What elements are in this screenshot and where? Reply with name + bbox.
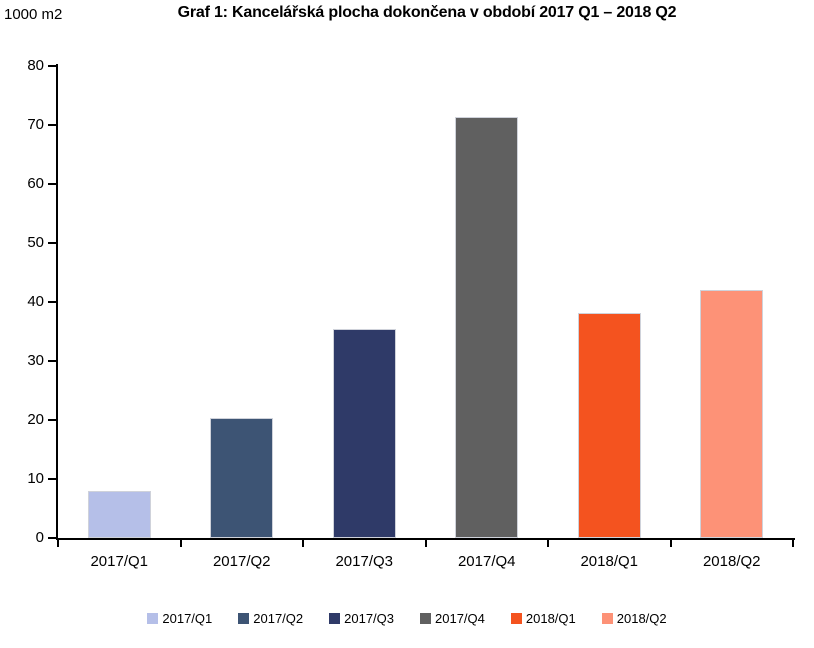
x-category-label: 2017/Q3 [335,553,394,570]
legend-item: 2018/Q2 [601,611,667,626]
x-category-label: 2017/Q4 [457,553,516,570]
x-category-label: 2018/Q2 [702,553,761,570]
y-tick-mark [48,478,56,480]
x-tick-mark [302,540,304,547]
y-tick-mark [48,124,56,126]
y-tick-mark [48,301,56,303]
bar-2017-q3 [332,328,396,538]
x-tick-mark [669,540,672,547]
y-tick-mark [48,419,56,421]
y-tick-label: 70 [27,116,44,133]
legend-swatch [329,613,341,624]
y-tick-label: 40 [27,293,44,310]
x-category-label: 2018/Q1 [580,553,639,570]
legend: 2017/Q1 2017/Q2 2017/Q3 2017/Q4 2018/Q1 2018/… [0,611,814,626]
x-tick-mark [424,540,427,547]
legend-swatch [601,613,613,624]
legend-item: 2017/Q4 [420,611,485,626]
y-tick-label: 0 [35,529,44,546]
x-tick-mark [57,540,59,547]
y-tick-mark [48,65,56,67]
bar-2017-q1 [87,490,151,538]
x-tick-mark [792,540,794,547]
y-tick-label: 50 [27,234,44,251]
legend-label: 2017/Q1 [162,611,213,626]
y-tick-mark [48,360,56,362]
legend-label: 2018/Q2 [616,611,667,626]
y-tick-label: 10 [27,470,44,487]
bar-2018-q2 [700,290,764,538]
bar-2018-q1 [577,312,641,538]
chart-title: Graf 1: Kancelářská plocha dokončena v o… [177,4,677,21]
y-axis-unit-label: 1000 m2 [4,6,63,23]
legend-swatch [420,613,431,624]
legend-item: 2018/Q1 [510,611,576,626]
y-axis-line [56,64,58,540]
legend-label: 2017/Q3 [344,611,394,626]
y-tick-label: 60 [27,175,44,192]
y-tick-mark [48,537,56,539]
legend-item: 2017/Q2 [238,611,303,626]
legend-item: 2017/Q3 [329,611,394,626]
bar-2017-q2 [210,418,274,538]
x-category-label: 2017/Q1 [90,553,149,570]
y-tick-label: 20 [27,411,44,428]
legend-label: 2017/Q4 [435,611,485,626]
y-tick-mark [48,242,56,244]
legend-swatch [510,613,522,624]
legend-label: 2017/Q2 [253,611,304,626]
x-tick-mark [547,540,549,547]
bar-2017-q4 [455,117,519,538]
legend-item: 2017/Q1 [147,611,212,626]
legend-swatch [147,613,159,624]
x-axis-line [56,538,795,540]
y-tick-label: 30 [27,352,44,369]
y-tick-mark [48,183,56,185]
y-tick-label: 80 [27,57,44,74]
x-tick-mark [179,540,182,547]
x-category-label: 2017/Q2 [212,553,271,570]
legend-label: 2018/Q1 [525,611,576,626]
legend-swatch [238,613,250,624]
